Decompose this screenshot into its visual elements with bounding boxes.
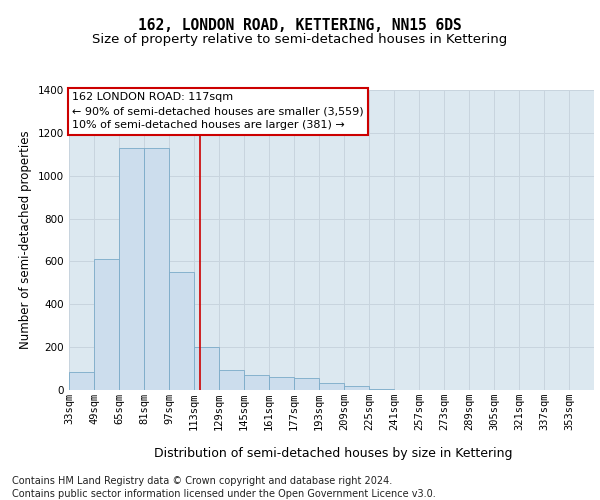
Bar <box>344 386 369 390</box>
Text: Contains HM Land Registry data © Crown copyright and database right 2024.: Contains HM Land Registry data © Crown c… <box>12 476 392 486</box>
Text: Contains public sector information licensed under the Open Government Licence v3: Contains public sector information licen… <box>12 489 436 499</box>
Bar <box>69 372 94 390</box>
Bar <box>319 382 344 390</box>
Bar <box>169 272 194 390</box>
Bar <box>219 370 244 390</box>
Bar <box>194 347 219 390</box>
Bar <box>294 378 319 390</box>
Bar <box>119 148 144 390</box>
Bar <box>244 375 269 390</box>
Bar <box>269 377 294 390</box>
Text: Distribution of semi-detached houses by size in Kettering: Distribution of semi-detached houses by … <box>154 448 512 460</box>
Y-axis label: Number of semi-detached properties: Number of semi-detached properties <box>19 130 32 350</box>
Bar <box>144 148 169 390</box>
Bar <box>94 260 119 390</box>
Bar <box>369 389 394 390</box>
Text: 162 LONDON ROAD: 117sqm
← 90% of semi-detached houses are smaller (3,559)
10% of: 162 LONDON ROAD: 117sqm ← 90% of semi-de… <box>72 92 364 130</box>
Text: 162, LONDON ROAD, KETTERING, NN15 6DS: 162, LONDON ROAD, KETTERING, NN15 6DS <box>138 18 462 32</box>
Text: Size of property relative to semi-detached houses in Kettering: Size of property relative to semi-detach… <box>92 32 508 46</box>
